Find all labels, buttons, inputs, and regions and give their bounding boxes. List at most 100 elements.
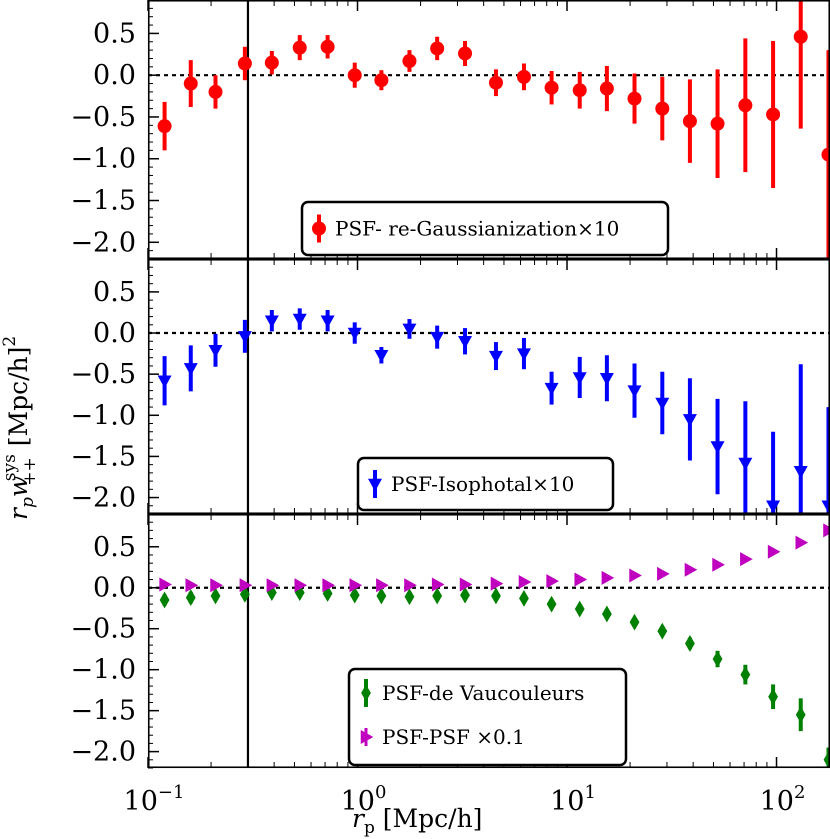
data-point [349, 586, 360, 604]
y-tick-label: 0.0 [93, 318, 136, 349]
data-point [766, 107, 781, 122]
data-point [572, 83, 587, 98]
data-point [208, 84, 223, 99]
data-point [237, 331, 252, 344]
data-point [208, 345, 223, 358]
data-point [627, 91, 642, 106]
data-point [823, 523, 830, 538]
series-psf-re-gaussianization- [157, 0, 830, 259]
y-tick-label: 0.5 [93, 277, 136, 308]
legend-marker [360, 730, 374, 744]
data-point [546, 574, 559, 589]
data-point [629, 613, 640, 631]
data-point [347, 68, 362, 83]
data-point [795, 535, 809, 550]
legend-label: PSF-PSF ×0.1 [382, 725, 525, 749]
data-point [488, 75, 503, 90]
data-point [766, 500, 781, 514]
data-point [516, 348, 531, 361]
data-point [544, 80, 559, 95]
legend-label: PSF-Isophotal×10 [391, 472, 574, 496]
data-point [404, 578, 417, 593]
x-tick-label: 10−1 [124, 782, 185, 817]
data-point [574, 600, 585, 618]
y-tick-label: −0.5 [70, 614, 136, 645]
data-point [546, 595, 557, 613]
data-point [292, 313, 307, 327]
y-tick-label: −2.0 [70, 227, 136, 258]
data-point [322, 578, 335, 593]
data-point [629, 568, 642, 583]
y-tick-label: −2.0 [70, 483, 136, 514]
legend-box [356, 456, 615, 512]
y-tick-label: −1.0 [70, 655, 136, 686]
data-point [376, 587, 387, 605]
x-tick-label: 101 [550, 782, 596, 817]
data-point [491, 587, 501, 605]
legend: PSF- re-Gaussianization×10 [300, 200, 670, 257]
data-point [376, 578, 389, 593]
data-point [294, 578, 308, 593]
y-tick-label: 0.5 [93, 532, 136, 563]
data-point [793, 465, 808, 479]
data-point [740, 666, 751, 683]
panel-middle: 0.5 0.0 −0.5 −1.0 −1.5 −2.0 PSF-Isophotal×10 [70, 258, 830, 515]
data-point [264, 315, 279, 329]
data-point [159, 577, 172, 592]
data-point [266, 578, 280, 593]
series-psf-psf- [159, 523, 830, 593]
data-series-group [157, 308, 830, 514]
data-point [490, 576, 504, 591]
data-point [320, 315, 335, 329]
panel-top: 0.5 0.0 −0.5 −1.0 −1.5 −2.0 PSF- re-Gaussianiz… [70, 0, 830, 260]
data-point [823, 751, 830, 768]
data-point [210, 578, 223, 593]
legend-label: PSF- re-Gaussianization×10 [335, 217, 619, 241]
legend-marker [361, 684, 371, 702]
data-point [516, 69, 531, 84]
y-tick-label: 0.0 [93, 60, 136, 91]
y-tick-label: −1.0 [70, 144, 136, 175]
data-point [684, 562, 698, 577]
data-point [488, 350, 503, 364]
data-point [574, 572, 588, 587]
data-point [157, 119, 172, 134]
data-point [712, 557, 725, 572]
legend-box [300, 200, 670, 257]
data-point [237, 56, 252, 71]
data-point [264, 55, 279, 70]
data-point [657, 566, 670, 581]
data-point [572, 372, 587, 385]
y-tick-label: −1.5 [70, 696, 136, 727]
data-point [601, 605, 612, 623]
legend: PSF-de Vaucouleurs PSF-PSF ×0.1 [347, 667, 628, 767]
panel-frame [147, 0, 830, 260]
x-axis-label: rp [Mpc/h] [352, 804, 482, 838]
data-point [157, 375, 172, 389]
data-point [685, 635, 695, 652]
data-point [767, 544, 781, 559]
data-point [458, 46, 473, 61]
data-point [459, 577, 473, 592]
x-tick-labels: 10−1 100 101 102 [124, 782, 806, 817]
data-point [682, 114, 697, 129]
data-point [738, 457, 753, 471]
data-point [185, 589, 196, 606]
data-point [821, 500, 830, 514]
x-tick-label: 100 [341, 782, 387, 817]
data-point [655, 397, 670, 411]
y-tick-label: −0.5 [70, 102, 136, 133]
data-point [793, 29, 808, 44]
data-point [210, 587, 221, 605]
data-point [601, 570, 615, 585]
legend-marker [312, 221, 326, 236]
data-point [599, 373, 614, 386]
data-point [712, 650, 723, 668]
data-point [795, 706, 806, 724]
data-point [738, 98, 753, 113]
data-point [460, 586, 470, 604]
y-tick-label: −2.0 [70, 737, 136, 768]
data-point [518, 575, 532, 590]
data-point [349, 578, 363, 593]
